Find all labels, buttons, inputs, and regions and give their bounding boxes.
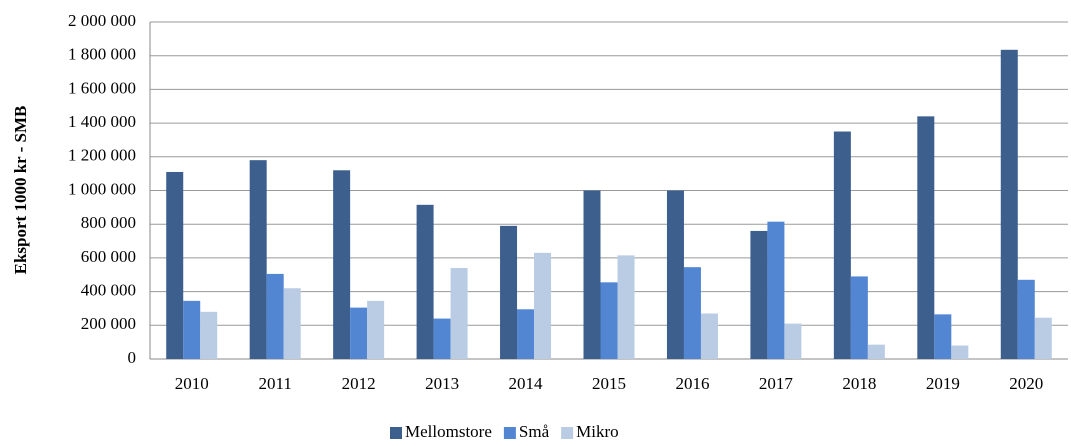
x-tick-label: 2020 [1009, 374, 1043, 393]
y-tick-label: 1 600 000 [68, 78, 136, 97]
bar [500, 225, 518, 359]
y-axis-label: Eksport 1000 kr - SMB [11, 106, 30, 275]
bar [1034, 317, 1052, 359]
bar [200, 311, 218, 359]
bar [534, 252, 552, 359]
bar [683, 267, 701, 359]
bar [433, 318, 451, 359]
y-tick-label: 1 400 000 [68, 112, 136, 131]
legend-label: Mikro [576, 422, 619, 441]
bar [833, 131, 851, 359]
x-tick-label: 2018 [842, 374, 876, 393]
x-tick-label: 2010 [175, 374, 209, 393]
bar [166, 171, 184, 359]
x-tick-label: 2012 [342, 374, 376, 393]
y-tick-label: 600 000 [81, 247, 136, 266]
bar [517, 309, 535, 359]
bar [666, 190, 684, 359]
bar [1000, 49, 1018, 360]
x-tick-label: 2016 [675, 374, 709, 393]
bar [1017, 279, 1035, 359]
y-tick-label: 1 800 000 [68, 45, 136, 64]
bar [934, 314, 952, 359]
x-tick-label: 2011 [258, 374, 291, 393]
y-tick-label: 0 [128, 348, 137, 367]
x-tick-label: 2015 [592, 374, 626, 393]
y-tick-label: 2 000 000 [68, 11, 136, 30]
bar [416, 204, 434, 359]
bar [266, 273, 284, 359]
legend-label: Mellomstore [405, 422, 492, 441]
bar [867, 344, 885, 359]
bar [367, 300, 385, 359]
bar [333, 170, 351, 359]
legend-label: Små [519, 422, 550, 441]
x-tick-label: 2019 [926, 374, 960, 393]
legend-swatch [503, 427, 516, 439]
bar [767, 221, 785, 359]
bar [784, 323, 802, 359]
bar [283, 288, 301, 359]
bar [750, 230, 768, 359]
bar [917, 116, 935, 359]
x-tick-label: 2017 [759, 374, 794, 393]
y-tick-label: 400 000 [81, 281, 136, 300]
bar [600, 282, 618, 359]
bar [617, 255, 635, 359]
bar [951, 345, 969, 359]
legend-swatch [390, 427, 402, 439]
y-tick-label: 1 200 000 [68, 146, 136, 165]
bar [183, 300, 201, 359]
bar [249, 160, 267, 359]
bar [350, 307, 368, 359]
legend-swatch [561, 427, 574, 439]
y-tick-label: 800 000 [81, 213, 136, 232]
bar [583, 190, 601, 359]
bar [850, 276, 868, 359]
x-tick-label: 2013 [425, 374, 459, 393]
bar [700, 313, 718, 359]
bar [450, 268, 468, 359]
y-tick-label: 1 000 000 [68, 179, 136, 198]
x-tick-label: 2014 [509, 374, 544, 393]
y-tick-label: 200 000 [81, 314, 136, 333]
